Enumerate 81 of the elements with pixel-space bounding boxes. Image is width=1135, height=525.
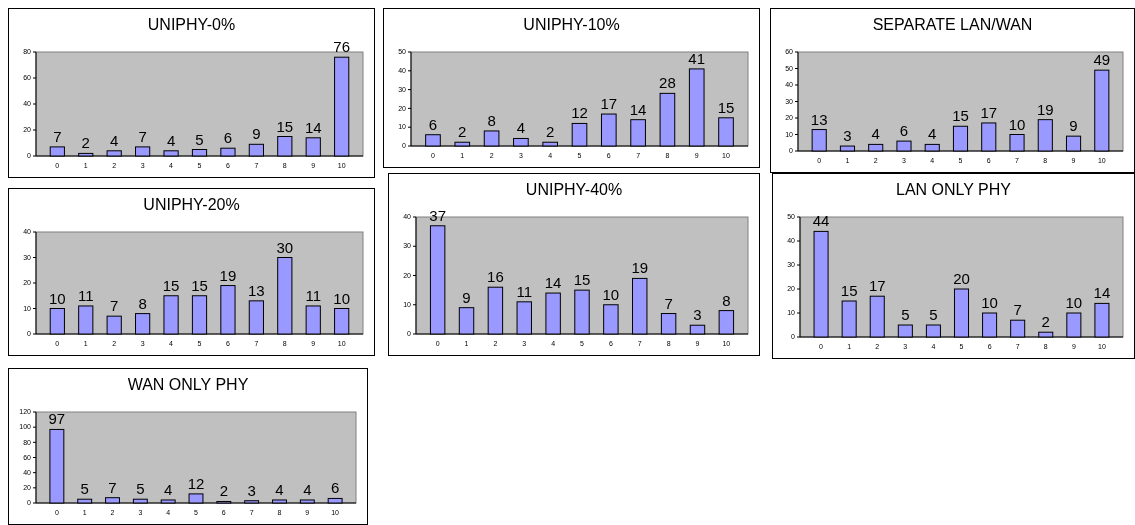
data-label: 37 — [429, 206, 446, 224]
data-label: 13 — [248, 281, 265, 299]
data-label: 2 — [458, 123, 467, 141]
data-label: 4 — [164, 480, 173, 498]
data-label: 6 — [330, 479, 340, 497]
data-label: 17 — [868, 277, 886, 295]
data-label: 17 — [600, 95, 618, 113]
data-label: 20 — [953, 270, 970, 287]
data-label: 4 — [871, 125, 880, 143]
chart-title: UNIPHY-0% — [147, 16, 236, 33]
data-label: 13 — [810, 110, 828, 128]
data-label: 3 — [693, 306, 702, 324]
data-label: 2 — [1041, 313, 1050, 331]
data-label: 5 — [136, 480, 145, 498]
data-label: 15 — [162, 276, 180, 294]
data-label: 17 — [980, 103, 998, 121]
data-label: 7 — [664, 294, 673, 312]
chart-title: LAN ONLY PHY — [895, 181, 1012, 198]
data-label: 19 — [1036, 100, 1054, 118]
data-label: 5 — [195, 130, 204, 148]
data-label: 10 — [333, 289, 351, 307]
data-label: 3 — [843, 127, 852, 145]
data-label: 6 — [223, 129, 233, 147]
data-label: 97 — [48, 410, 66, 428]
data-label: 19 — [219, 266, 237, 284]
data-label: 4 — [303, 480, 312, 498]
data-label: 3 — [247, 481, 256, 499]
chart-title: WAN ONLY PHY — [127, 376, 249, 393]
data-label: 2 — [546, 123, 555, 141]
data-label: 49 — [1093, 51, 1111, 69]
data-label: 4 — [928, 125, 937, 143]
data-label: 2 — [219, 482, 228, 500]
data-label: 41 — [688, 49, 706, 67]
data-label: 15 — [717, 98, 735, 116]
data-label: 7 — [138, 127, 147, 145]
data-label: 14 — [544, 274, 562, 292]
chart-title: SEPARATE LAN/WAN — [872, 16, 1033, 33]
data-label: 12 — [571, 104, 588, 122]
data-label: 5 — [80, 480, 89, 498]
data-label: 6 — [899, 122, 909, 140]
data-label: 10 — [602, 285, 620, 303]
data-label: 7 — [53, 127, 62, 145]
data-label: 30 — [276, 238, 294, 256]
data-label: 14 — [1093, 284, 1111, 302]
data-label: 9 — [252, 125, 261, 143]
data-label: 7 — [110, 297, 119, 315]
data-label: 8 — [138, 294, 147, 312]
data-label: 15 — [573, 271, 591, 289]
data-label: 4 — [275, 480, 284, 498]
data-label: 7 — [108, 478, 117, 496]
data-label: 11 — [305, 286, 322, 304]
data-label: 14 — [629, 100, 647, 118]
data-label: 76 — [333, 38, 351, 56]
data-label: 16 — [487, 268, 504, 286]
data-label: 5 — [929, 306, 938, 323]
data-label: 5 — [901, 306, 910, 323]
data-label: 8 — [487, 111, 496, 129]
data-label: 15 — [191, 276, 208, 294]
data-label: 11 — [77, 286, 94, 304]
data-label: 10 — [1065, 294, 1083, 311]
data-label: 10 — [981, 294, 998, 311]
data-label: 11 — [516, 282, 533, 300]
data-label: 28 — [659, 74, 676, 92]
data-label: 12 — [187, 474, 205, 492]
data-label: 4 — [516, 119, 526, 137]
data-label: 15 — [952, 107, 969, 125]
data-label: 9 — [1069, 117, 1078, 135]
chart-title: UNIPHY-20% — [143, 196, 240, 213]
data-label: 9 — [462, 288, 471, 306]
chart-title: UNIPHY-10% — [523, 16, 620, 33]
data-label: 10 — [48, 289, 66, 307]
data-label: 14 — [304, 118, 322, 136]
data-label: 6 — [428, 115, 438, 133]
data-label: 44 — [812, 212, 830, 230]
data-label: 19 — [631, 259, 649, 277]
data-label: 15 — [840, 282, 858, 299]
data-label: 8 — [722, 291, 731, 309]
data-label: 15 — [276, 117, 294, 135]
data-label: 10 — [1008, 115, 1026, 133]
chart-title: UNIPHY-40% — [525, 181, 623, 198]
data-label: 7 — [1013, 301, 1022, 319]
